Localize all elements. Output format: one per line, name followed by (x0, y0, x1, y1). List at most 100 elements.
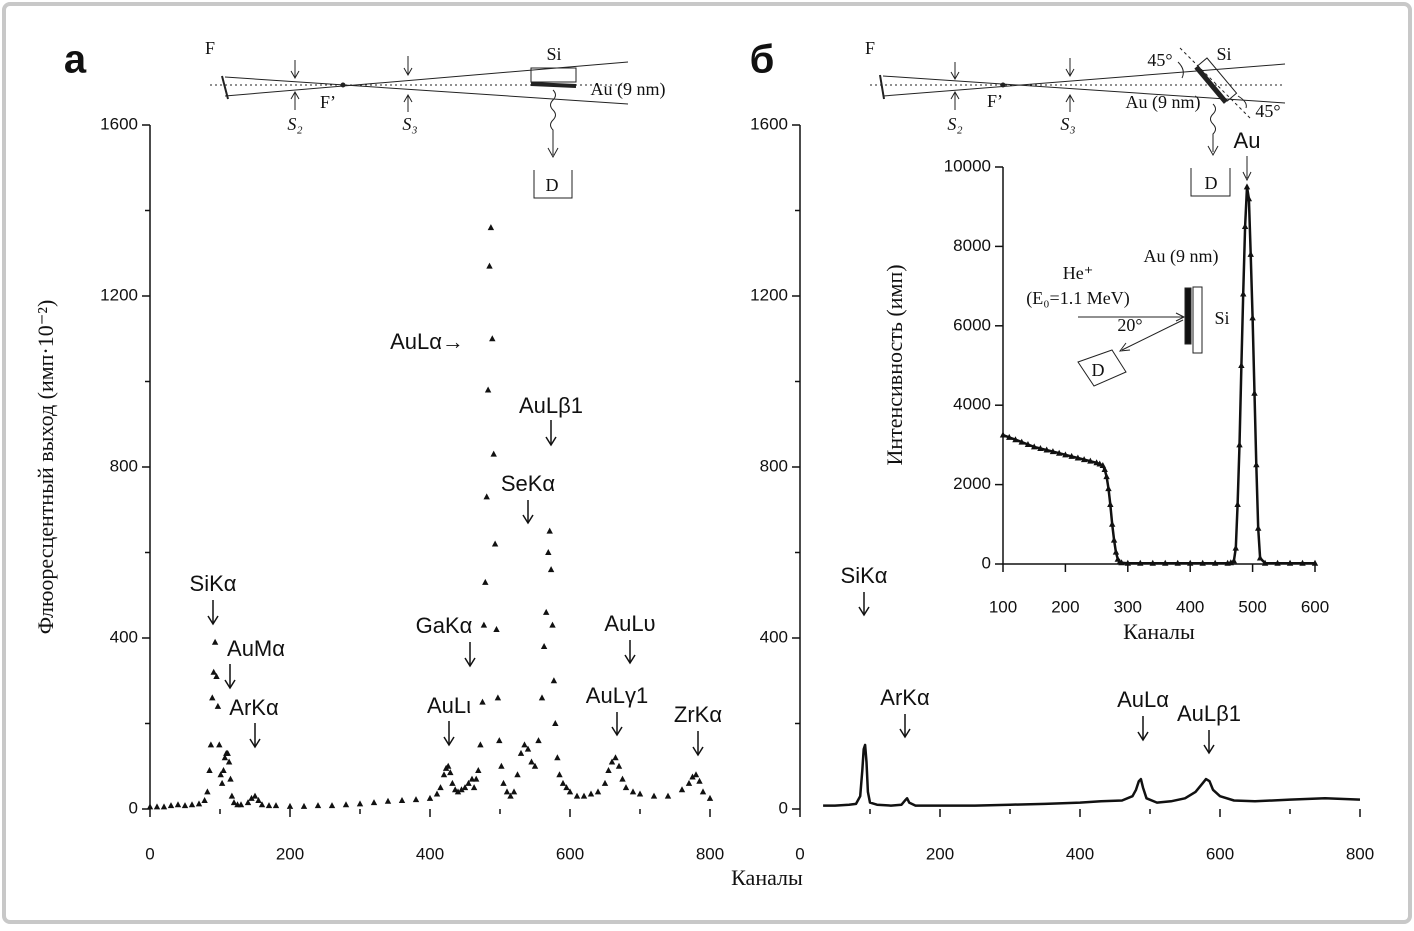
point (507, 792, 514, 799)
point (300, 802, 308, 809)
point (412, 796, 420, 803)
point (146, 803, 154, 810)
point (1055, 449, 1063, 456)
point (1199, 559, 1206, 566)
y-axis-title: Флюоресцентный выход (имп·10⁻²) (33, 300, 58, 635)
point (1240, 290, 1247, 297)
arrow-head (224, 679, 236, 690)
point (494, 694, 502, 701)
point (228, 792, 236, 799)
point (545, 549, 552, 555)
arrow-head (443, 736, 455, 747)
point (608, 758, 616, 765)
arrow-head (249, 738, 261, 749)
point (587, 790, 595, 797)
point (496, 737, 503, 744)
x-tick-label: 600 (1206, 844, 1234, 863)
point (206, 767, 213, 774)
point (601, 779, 609, 786)
point (473, 775, 480, 782)
point (188, 801, 196, 808)
x-tick-label: 500 (1238, 597, 1266, 616)
point (531, 762, 539, 769)
x-tick-label: 400 (1066, 844, 1094, 863)
point (265, 802, 273, 809)
peak-label: AuLα (1117, 687, 1169, 712)
point (612, 754, 619, 761)
point (524, 745, 532, 752)
point (1251, 389, 1258, 396)
point (1101, 466, 1108, 473)
diagram-label: S₃ (1060, 114, 1075, 134)
point (480, 621, 488, 628)
point (461, 784, 469, 791)
beam-diagram-b (870, 47, 1286, 197)
point (167, 802, 175, 809)
point (356, 800, 364, 807)
point (547, 566, 555, 573)
x-tick-label: 800 (1346, 844, 1374, 863)
point (1234, 500, 1241, 507)
point (1037, 444, 1044, 451)
point (556, 771, 563, 778)
point (1074, 454, 1082, 461)
point (470, 784, 478, 791)
point (1245, 195, 1253, 202)
point (554, 754, 561, 761)
point (314, 802, 322, 809)
peak-label: AuLβ1 (519, 393, 583, 418)
point (160, 803, 168, 810)
point (1109, 520, 1116, 527)
point (549, 621, 556, 628)
point (1247, 250, 1254, 257)
point (636, 790, 644, 797)
point (248, 794, 255, 801)
x-axis-title: Каналы (1123, 619, 1195, 644)
y-tick-label: 800 (760, 456, 788, 475)
arrow-head (207, 615, 219, 626)
point (1174, 559, 1181, 566)
point (559, 779, 567, 786)
point (528, 758, 535, 765)
point (482, 578, 489, 585)
point (622, 784, 630, 791)
point (1227, 559, 1234, 566)
point (230, 799, 238, 806)
point (629, 788, 637, 795)
x-tick-label: 0 (795, 844, 804, 863)
point (258, 801, 266, 808)
point (1049, 448, 1057, 455)
point (483, 493, 490, 500)
peak-label: ArKα (229, 695, 279, 720)
x-tick-label: 0 (145, 844, 154, 863)
point (426, 794, 434, 801)
y-tick-label: 800 (110, 456, 138, 475)
y-tick-label: 1600 (100, 114, 138, 133)
point (477, 741, 484, 748)
point (1118, 559, 1125, 566)
point (1243, 183, 1251, 190)
diagram-label: Si (1216, 44, 1231, 64)
point (153, 803, 161, 810)
point (1043, 446, 1050, 453)
point (1031, 443, 1038, 450)
point (1211, 559, 1219, 566)
point (566, 788, 574, 795)
point (220, 767, 227, 774)
peak-label: SeKα (501, 471, 556, 496)
y-tick-label: 0 (779, 798, 788, 817)
point (1124, 559, 1131, 566)
y-tick-label: 0 (982, 553, 991, 572)
arrow-head (522, 514, 534, 525)
point (225, 758, 233, 765)
point (221, 754, 229, 761)
x-axis-title: Каналы (731, 865, 803, 890)
peak-label: AuMα (227, 636, 285, 661)
point (218, 779, 226, 786)
point (699, 788, 707, 795)
peak-label: AuLυ (604, 611, 655, 636)
point (447, 769, 454, 776)
point (255, 796, 262, 803)
diagram-label: 20° (1117, 315, 1142, 335)
